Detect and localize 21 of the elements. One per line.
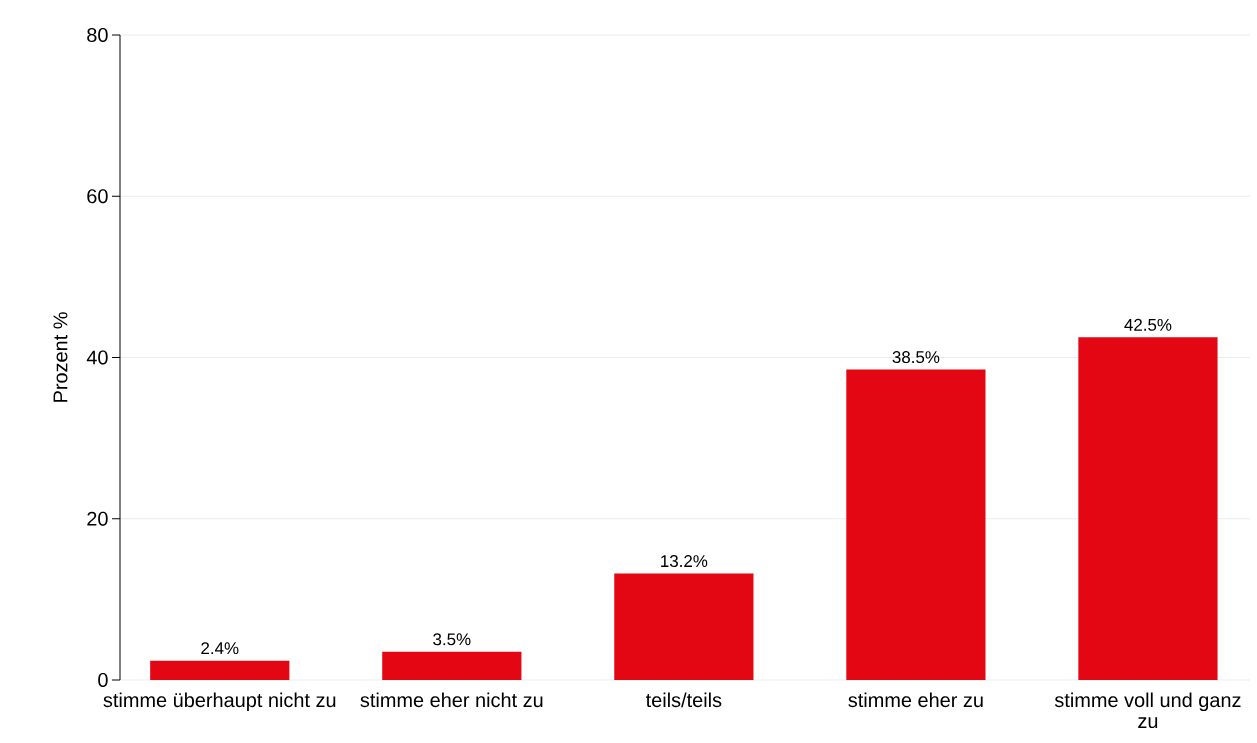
y-axis-title: Prozent %	[53, 312, 68, 402]
x-tick-label: stimme eher zu	[848, 692, 983, 708]
y-tick-label: 40	[86, 350, 108, 365]
data-label: 2.4%	[201, 642, 239, 655]
bar	[846, 369, 986, 680]
y-tick-label: 60	[87, 189, 108, 204]
y-tick-label: 0	[98, 672, 108, 688]
x-tick-label: stimme überhaupt nicht zu	[103, 692, 336, 712]
bar	[1078, 337, 1218, 680]
data-label: 38.5%	[892, 351, 940, 364]
y-tick-label: 80	[87, 27, 108, 43]
bar	[150, 660, 290, 680]
bar	[382, 651, 522, 680]
data-label: 42.5%	[1124, 318, 1172, 331]
x-tick-label: teils/teils	[645, 692, 722, 708]
data-label: 3.5%	[433, 633, 471, 646]
x-tick-label: stimme eher nicht zu	[360, 692, 543, 708]
x-tick-label: stimme voll und ganz zu	[1054, 692, 1241, 729]
data-label: 13.2%	[661, 555, 708, 568]
bar	[614, 573, 754, 680]
y-tick-label: 20	[87, 511, 108, 526]
